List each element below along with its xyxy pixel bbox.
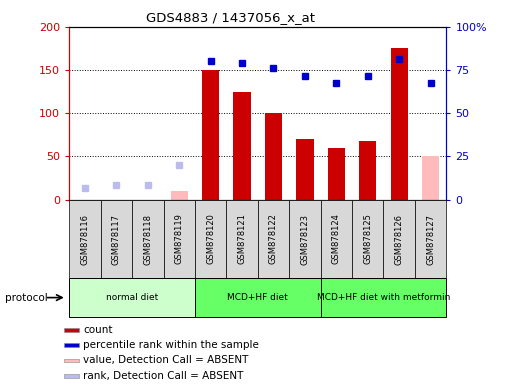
- Bar: [321, 278, 446, 317]
- Text: GSM878121: GSM878121: [238, 214, 247, 265]
- Bar: [359, 141, 377, 200]
- Text: GDS4883 / 1437056_x_at: GDS4883 / 1437056_x_at: [146, 12, 315, 25]
- Text: GSM878125: GSM878125: [363, 214, 372, 265]
- Bar: [64, 343, 79, 347]
- Bar: [415, 200, 446, 278]
- Text: GSM878124: GSM878124: [332, 214, 341, 265]
- Bar: [289, 200, 321, 278]
- Bar: [390, 48, 408, 200]
- Bar: [195, 278, 321, 317]
- Bar: [69, 278, 195, 317]
- Bar: [352, 200, 383, 278]
- Text: MCD+HF diet: MCD+HF diet: [227, 293, 288, 302]
- Bar: [132, 200, 164, 278]
- Bar: [258, 200, 289, 278]
- Bar: [64, 374, 79, 378]
- Text: GSM878118: GSM878118: [143, 214, 152, 265]
- Text: GSM878127: GSM878127: [426, 214, 435, 265]
- Bar: [64, 328, 79, 332]
- Text: GSM878123: GSM878123: [301, 214, 309, 265]
- Bar: [233, 92, 251, 200]
- Bar: [328, 148, 345, 200]
- Bar: [164, 200, 195, 278]
- Text: count: count: [84, 325, 113, 335]
- Text: GSM878120: GSM878120: [206, 214, 215, 265]
- Bar: [321, 200, 352, 278]
- Text: GSM878119: GSM878119: [175, 214, 184, 265]
- Text: GSM878116: GSM878116: [81, 214, 89, 265]
- Text: percentile rank within the sample: percentile rank within the sample: [84, 340, 260, 350]
- Text: MCD+HF diet with metformin: MCD+HF diet with metformin: [317, 293, 450, 302]
- Bar: [101, 200, 132, 278]
- Bar: [64, 359, 79, 362]
- Text: value, Detection Call = ABSENT: value, Detection Call = ABSENT: [84, 356, 249, 366]
- Bar: [422, 157, 439, 200]
- Bar: [202, 70, 219, 200]
- Text: GSM878122: GSM878122: [269, 214, 278, 265]
- Bar: [297, 139, 313, 200]
- Text: normal diet: normal diet: [106, 293, 158, 302]
- Text: protocol: protocol: [5, 293, 48, 303]
- Text: GSM878126: GSM878126: [394, 214, 404, 265]
- Bar: [226, 200, 258, 278]
- Bar: [195, 200, 226, 278]
- Bar: [69, 200, 101, 278]
- Text: GSM878117: GSM878117: [112, 214, 121, 265]
- Bar: [265, 113, 282, 200]
- Text: rank, Detection Call = ABSENT: rank, Detection Call = ABSENT: [84, 371, 244, 381]
- Bar: [383, 200, 415, 278]
- Bar: [171, 191, 188, 200]
